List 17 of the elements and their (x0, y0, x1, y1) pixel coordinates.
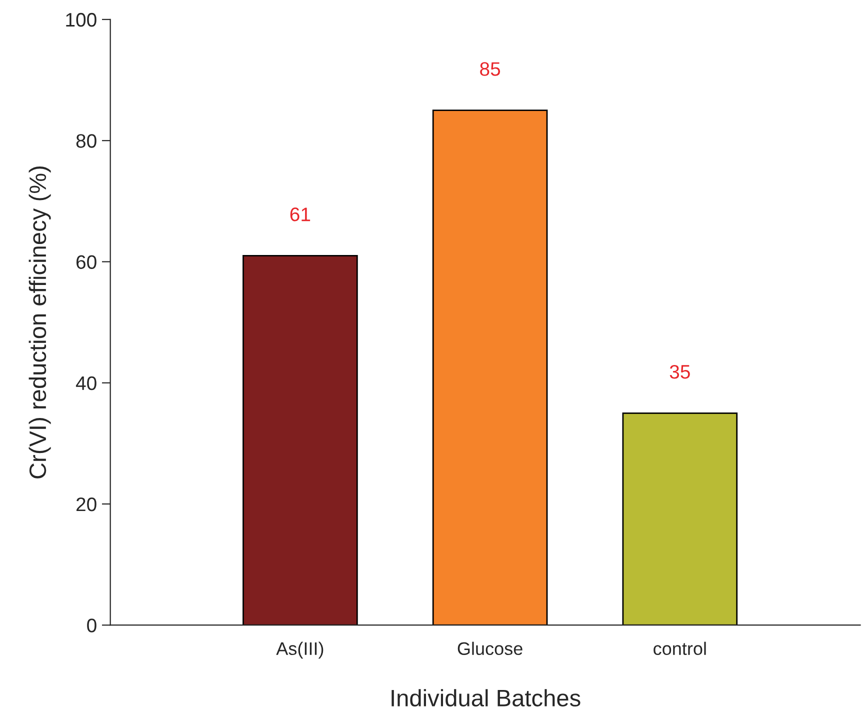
bar (242, 254, 358, 626)
y-tick-label: 100 (66, 12, 96, 27)
x-tick-label: Glucose (458, 642, 522, 656)
x-tick-label: control (654, 642, 706, 656)
data-label: 61 (290, 208, 310, 222)
data-label: 35 (670, 364, 690, 379)
x-axis-title: Individual Batches (392, 689, 580, 707)
data-label: 85 (480, 62, 500, 76)
y-tick-label: 0 (87, 618, 96, 632)
y-tick-label: 80 (76, 134, 96, 148)
y-tick-label: 20 (76, 497, 96, 512)
bar (432, 110, 548, 626)
y-tick-label: 40 (76, 376, 96, 390)
y-axis-title: Cr(VI) reduction efficinecy (%) (28, 166, 51, 478)
bar (622, 412, 738, 626)
x-tick-label: As(III) (276, 642, 324, 659)
y-tick-label: 60 (76, 255, 96, 269)
